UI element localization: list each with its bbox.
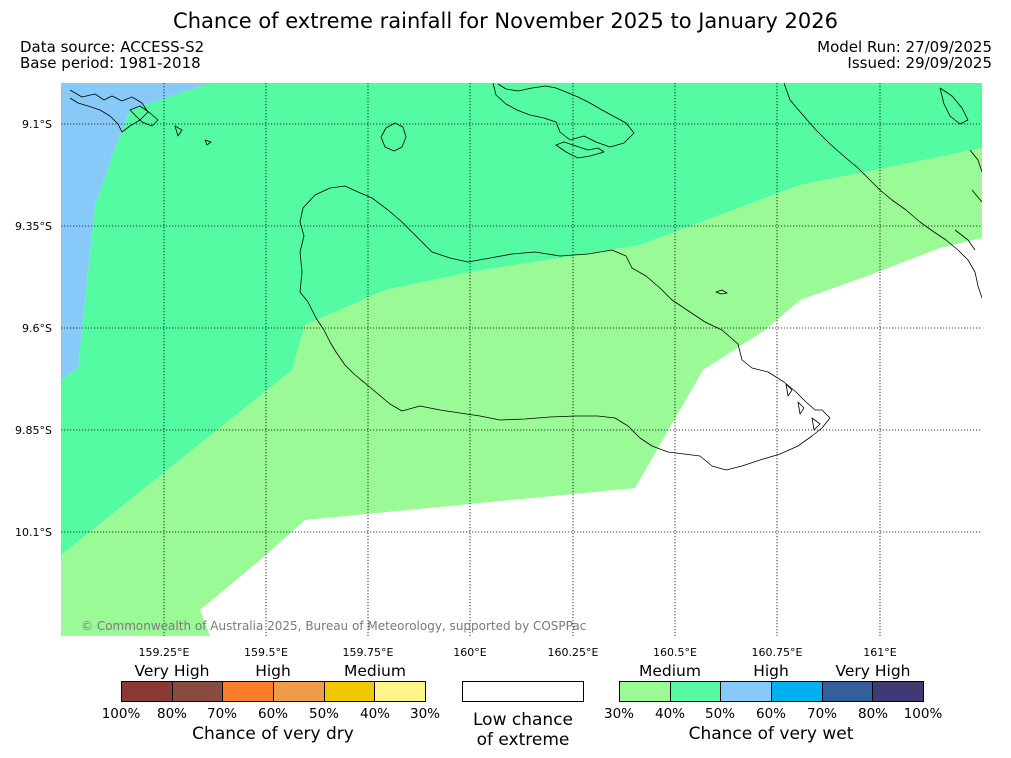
coastlines xyxy=(69,83,982,471)
wet-category-high: High xyxy=(753,662,789,680)
low-chance-swatch xyxy=(462,681,584,702)
malaita-coastline xyxy=(783,83,982,299)
florida-islands-coastline xyxy=(492,83,635,148)
dry-swatch-40-30 xyxy=(375,682,426,701)
model-run: Model Run: 27/09/2025 xyxy=(817,38,992,56)
lon-label-160-75: 160.75°E xyxy=(751,646,803,659)
russell-islands-coastline xyxy=(69,89,149,133)
dry-category-very-high: Very High xyxy=(134,662,210,680)
low-chance-line2: of extreme xyxy=(476,730,570,750)
wet-swatch-70-80 xyxy=(822,682,874,701)
copyright-notice: © Commonwealth of Australia 2025, Bureau… xyxy=(81,619,587,633)
wet-tick: 100% xyxy=(903,706,943,722)
lon-label-161: 161°E xyxy=(863,646,897,659)
wet-tick: 50% xyxy=(704,706,735,722)
dry-colorbar xyxy=(121,681,426,702)
russell-islands-small-coastline xyxy=(129,105,212,146)
malaita-north-coastline xyxy=(939,87,969,125)
lat-label-9-1: 9.1°S xyxy=(22,118,52,131)
wet-tick: 60% xyxy=(755,706,786,722)
dry-tick: 40% xyxy=(359,706,390,722)
lon-label-159-75: 159.75°E xyxy=(342,646,394,659)
graticule xyxy=(61,83,982,636)
dry-swatch-70-60 xyxy=(223,682,275,701)
lat-label-9-6: 9.6°S xyxy=(22,322,52,335)
lon-label-160-25: 160.25°E xyxy=(547,646,599,659)
source-info: Data source: ACCESS-S2 Base period: 1981… xyxy=(20,39,204,71)
lat-label-10-1: 10.1°S xyxy=(15,526,52,539)
base-period: Base period: 1981-2018 xyxy=(20,54,201,72)
lat-label-9-35: 9.35°S xyxy=(15,220,52,233)
dry-tick: 50% xyxy=(308,706,339,722)
run-info: Model Run: 27/09/2025 Issued: 29/09/2025 xyxy=(817,39,992,71)
dry-swatch-80-70 xyxy=(172,682,224,701)
wet-colorbar xyxy=(619,681,924,702)
wet-tick: 30% xyxy=(603,706,634,722)
dry-tick: 60% xyxy=(257,706,288,722)
wet-zone-50-60 xyxy=(61,83,210,380)
lon-label-160-5: 160.5°E xyxy=(653,646,697,659)
savo-island-coastline xyxy=(380,122,407,152)
wet-swatch-50-60 xyxy=(721,682,773,701)
dry-tick: 30% xyxy=(409,706,440,722)
dry-tick: 80% xyxy=(156,706,187,722)
guadalcanal-coastline xyxy=(299,185,831,471)
lon-label-160: 160°E xyxy=(453,646,487,659)
dry-category-medium: Medium xyxy=(344,662,406,680)
wet-category-medium: Medium xyxy=(639,662,701,680)
wet-tick: 70% xyxy=(806,706,837,722)
dry-legend-title: Chance of very dry xyxy=(192,724,354,744)
dry-tick: 70% xyxy=(206,706,237,722)
map-title: Chance of extreme rainfall for November … xyxy=(173,9,838,33)
wet-swatch-60-70 xyxy=(772,682,823,701)
dry-swatch-50-40 xyxy=(324,682,376,701)
florida-islands-south-coastline xyxy=(555,141,605,159)
wet-swatch-80-100 xyxy=(873,682,924,701)
low-chance-label: Low chance of extreme xyxy=(443,710,603,750)
data-source: Data source: ACCESS-S2 xyxy=(20,38,205,56)
dry-tick: 100% xyxy=(101,706,141,722)
dry-swatch-100-80 xyxy=(122,682,173,701)
wet-tick: 80% xyxy=(857,706,888,722)
dry-swatch-60-50 xyxy=(274,682,325,701)
wet-swatch-40-50 xyxy=(670,682,722,701)
low-chance-line1: Low chance xyxy=(473,710,573,730)
wet-category-very-high: Very High xyxy=(835,662,911,680)
lon-label-159-25: 159.25°E xyxy=(138,646,190,659)
dry-category-high: High xyxy=(255,662,291,680)
wet-tick: 40% xyxy=(654,706,685,722)
wet-zone-40-50 xyxy=(61,83,982,555)
marau-islets-coastline xyxy=(785,383,821,431)
malaita-east-coastline xyxy=(954,149,982,251)
wet-zone-30-40 xyxy=(61,148,982,636)
lat-label-9-85: 9.85°S xyxy=(15,424,52,437)
wet-swatch-30-40 xyxy=(620,682,671,701)
wet-legend-title: Chance of very wet xyxy=(688,724,854,744)
lon-label-159-5: 159.5°E xyxy=(244,646,288,659)
issued-date: Issued: 29/09/2025 xyxy=(847,54,992,72)
small-islet-coastline xyxy=(715,289,728,295)
